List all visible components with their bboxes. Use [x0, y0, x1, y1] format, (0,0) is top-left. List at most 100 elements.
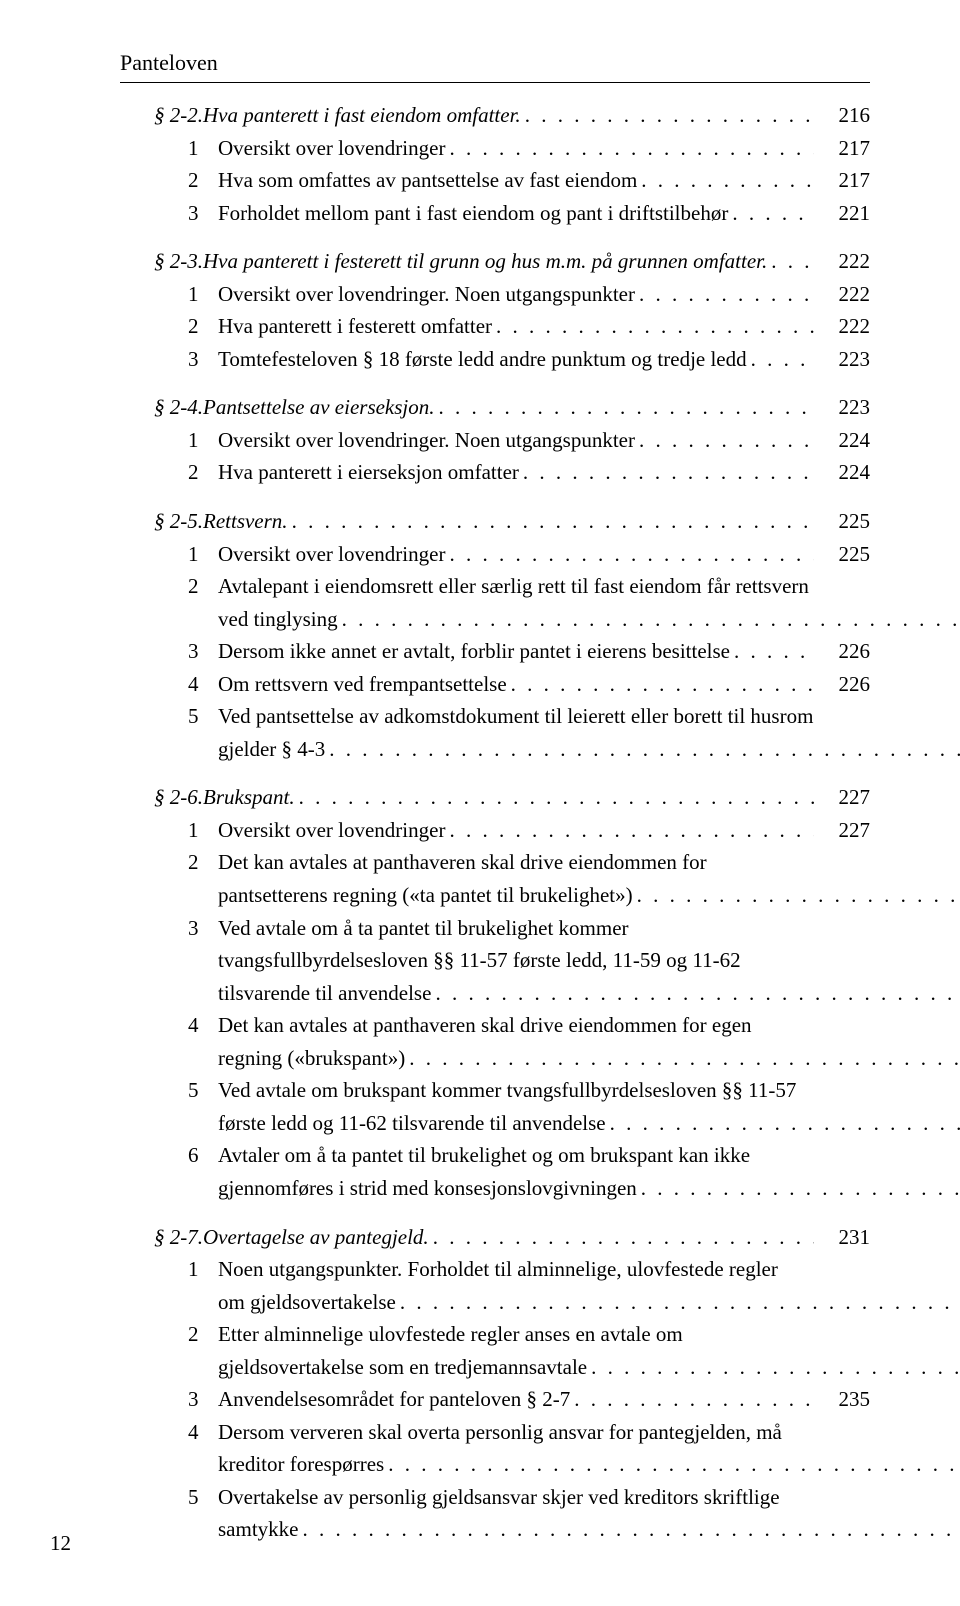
toc-leader	[767, 245, 814, 278]
toc-section-heading: § 2-2.Hva panterett i fast eiendom omfat…	[120, 99, 870, 132]
toc-leader	[445, 132, 814, 165]
toc-entry: 4Det kan avtales at panthaveren skal dri…	[120, 1009, 870, 1074]
toc-entry-number: 2	[188, 310, 218, 343]
toc-entry-number: 1	[188, 424, 218, 457]
toc-entry: 2Hva som omfattes av pantsettelse av fas…	[120, 164, 870, 197]
toc-entry: 3Dersom ikke annet er avtalt, forblir pa…	[120, 635, 870, 668]
toc-section: § 2-2.Hva panterett i fast eiendom omfat…	[120, 99, 870, 229]
toc-leader	[445, 538, 814, 571]
toc-entry-title-line: Overtakelse av personlig gjeldsansvar sk…	[218, 1481, 960, 1514]
toc-section-number: § 2-6.	[154, 781, 203, 814]
toc-entry-number: 5	[188, 700, 218, 733]
toc-section-title: Brukspant.	[203, 781, 295, 814]
toc-entry-title: Forholdet mellom pant i fast eiendom og …	[218, 197, 728, 230]
page-header: Panteloven	[120, 50, 870, 83]
toc-section-title: Hva panterett i fast eiendom omfatter.	[203, 99, 521, 132]
toc-page-ref: 222	[814, 310, 870, 343]
toc-page-ref: 225	[814, 505, 870, 538]
toc-page-ref: 231	[814, 1221, 870, 1254]
toc-entry: 2Hva panterett i eierseksjon omfatter 224	[120, 456, 870, 489]
toc-section-title: Rettsvern.	[203, 505, 288, 538]
toc-section-number: § 2-4.	[154, 391, 203, 424]
toc-leader	[587, 1351, 960, 1384]
toc-entry-number: 5	[188, 1481, 218, 1514]
toc-entry-title: Oversikt over lovendringer. Noen utgangs…	[218, 424, 635, 457]
toc-entry-title-line: pantsetterens regning («ta pantet til br…	[218, 879, 633, 912]
toc-section: § 2-3.Hva panterett i festerett til grun…	[120, 245, 870, 375]
toc-page-ref: 224	[814, 456, 870, 489]
toc-page-ref: 217	[814, 132, 870, 165]
toc-entry-number: 1	[188, 1253, 218, 1286]
toc-leader	[635, 278, 814, 311]
toc-entry-title: Oversikt over lovendringer	[218, 538, 445, 571]
toc-entry-number: 2	[188, 456, 218, 489]
toc-leader	[325, 733, 960, 766]
toc-entry: 2Avtalepant i eiendomsrett eller særlig …	[120, 570, 870, 635]
toc-leader	[298, 1513, 960, 1546]
toc-entry-title: Hva som omfattes av pantsettelse av fast…	[218, 164, 637, 197]
toc-entry-number: 5	[188, 1074, 218, 1107]
toc-entry-title-line: første ledd og 11-62 tilsvarende til anv…	[218, 1107, 606, 1140]
toc-leader	[396, 1286, 960, 1319]
toc-entry: 6Avtaler om å ta pantet til brukelighet …	[120, 1139, 870, 1204]
toc-leader	[519, 456, 814, 489]
toc-entry: 1Oversikt over lovendringer217	[120, 132, 870, 165]
toc-section: § 2-6.Brukspant. 2271Oversikt over lovend…	[120, 781, 870, 1204]
toc-page-ref: 221	[814, 197, 870, 230]
toc-section-heading: § 2-7.Overtagelse av pantegjeld. 231	[120, 1221, 870, 1254]
toc-leader	[637, 164, 814, 197]
toc-section-title: Overtagelse av pantegjeld.	[203, 1221, 429, 1254]
toc-entry-number: 4	[188, 1416, 218, 1449]
toc-entry: 1Oversikt over lovendringer227	[120, 814, 870, 847]
toc-entry-title-line: Noen utgangspunkter. Forholdet til almin…	[218, 1253, 960, 1286]
toc-entry-title-line: Ved pantsettelse av adkomstdokument til …	[218, 700, 960, 733]
toc-entry: 3Forholdet mellom pant i fast eiendom og…	[120, 197, 870, 230]
toc-page-ref: 227	[814, 814, 870, 847]
toc-entry: 1Oversikt over lovendringer. Noen utgang…	[120, 278, 870, 311]
toc-entry-title: Hva panterett i eierseksjon omfatter	[218, 456, 519, 489]
toc-page-ref: 226	[814, 668, 870, 701]
toc-page-ref: 222	[814, 245, 870, 278]
toc-leader	[635, 424, 814, 457]
toc-page-ref: 223	[814, 343, 870, 376]
toc-entry-title: Hva panterett i festerett omfatter	[218, 310, 492, 343]
toc-entry-number: 6	[188, 1139, 218, 1172]
toc-page-ref: 227	[814, 781, 870, 814]
toc-entry-title-line: regning («brukspant»)	[218, 1042, 405, 1075]
toc-leader	[633, 879, 960, 912]
toc-entry-title-line: samtykke	[218, 1513, 298, 1546]
toc-leader	[747, 343, 814, 376]
toc-entry-title-line: om gjeldsovertakelse	[218, 1286, 396, 1319]
toc-page-ref: 216	[814, 99, 870, 132]
toc-entry-title-line: Dersom ververen skal overta personlig an…	[218, 1416, 960, 1449]
toc-page-ref: 235	[814, 1383, 870, 1416]
toc-entry-title: Tomtefesteloven § 18 første ledd andre p…	[218, 343, 747, 376]
toc-entry-title-line: gjelder § 4-3	[218, 733, 325, 766]
toc-entry-title-line: Ved avtale om brukspant kommer tvangsful…	[218, 1074, 960, 1107]
toc-leader	[570, 1383, 814, 1416]
toc-section-number: § 2-3.	[154, 245, 203, 278]
toc-entry-number: 3	[188, 635, 218, 668]
toc-leader	[637, 1172, 960, 1205]
toc-entry-number: 2	[188, 570, 218, 603]
toc-page-ref: 224	[814, 424, 870, 457]
toc-section-number: § 2-2.	[154, 99, 203, 132]
toc-leader	[384, 1448, 960, 1481]
toc-leader	[730, 635, 814, 668]
toc-leader	[295, 781, 814, 814]
toc-entry-title-line: Det kan avtales at panthaveren skal driv…	[218, 1009, 960, 1042]
toc-entry-number: 3	[188, 912, 218, 945]
toc-entry-number: 3	[188, 343, 218, 376]
toc-entry-number: 1	[188, 538, 218, 571]
toc-leader	[405, 1042, 960, 1075]
toc-leader	[429, 1221, 814, 1254]
toc-section-number: § 2-5.	[154, 505, 203, 538]
toc-entry: 2Etter alminnelige ulovfestede regler an…	[120, 1318, 870, 1383]
toc-entry: 2Det kan avtales at panthaveren skal dri…	[120, 846, 870, 911]
toc-section-heading: § 2-5.Rettsvern. 225	[120, 505, 870, 538]
toc-entry: 4Om rettsvern ved frempantsettelse226	[120, 668, 870, 701]
toc-entry-title: Oversikt over lovendringer. Noen utgangs…	[218, 278, 635, 311]
toc-section-number: § 2-7.	[154, 1221, 203, 1254]
toc-entry-number: 1	[188, 132, 218, 165]
toc-leader	[435, 391, 814, 424]
